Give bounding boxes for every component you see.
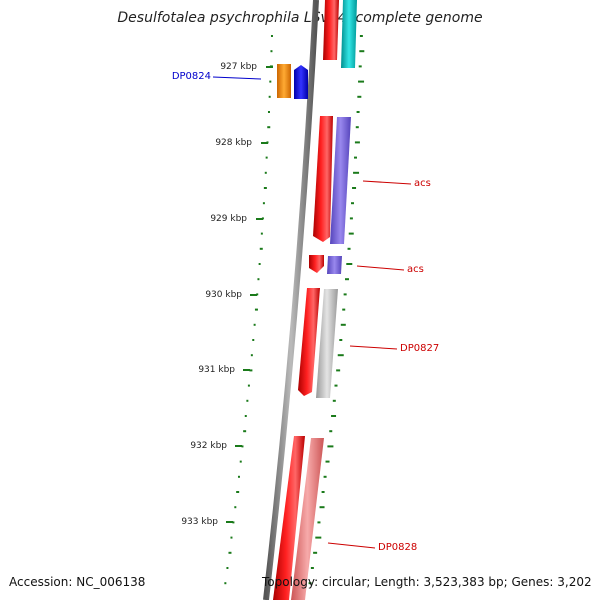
ruler-label-933: 933 kbp: [181, 517, 218, 527]
cog-feature-top-teal[interactable]: [341, 0, 357, 68]
label-connector-dp0828: [327, 542, 376, 549]
ruler-label-931: 931 kbp: [198, 365, 235, 375]
cog-feature-acs-2-purple[interactable]: [327, 256, 342, 274]
cog-feature-dp0824-orange[interactable]: [277, 64, 291, 98]
label-connector-dp0824: [212, 76, 262, 80]
feature-label-dp0824[interactable]: DP0824: [172, 71, 211, 82]
ruler-label-927: 927 kbp: [220, 62, 257, 72]
outer-gc-dots: [224, 35, 273, 585]
cds-feature-acs-1[interactable]: [313, 116, 333, 242]
cog-feature-dp0827-gray[interactable]: [316, 289, 338, 398]
genome-backbone: [263, 0, 319, 600]
cds-feature-dp0824-blue[interactable]: [294, 65, 308, 99]
ruler-label-930: 930 kbp: [205, 290, 242, 300]
topology-text: Topology: circular; Length: 3,523,383 bp…: [262, 575, 592, 589]
cds-feature-acs-2[interactable]: [309, 255, 324, 273]
ruler-label-929: 929 kbp: [210, 214, 247, 224]
accession-text: Accession: NC_006138: [9, 575, 146, 589]
map-title: Desulfotalea psychrophila LSv54, complet…: [117, 10, 483, 26]
cds-feature-dp0827[interactable]: [298, 288, 320, 396]
feature-label-acs-1[interactable]: acs: [414, 178, 431, 189]
cds-feature-dp0828[interactable]: [273, 436, 305, 600]
ruler-label-928: 928 kbp: [215, 138, 252, 148]
feature-label-acs-2[interactable]: acs: [407, 264, 424, 275]
label-connector-acs-2: [356, 265, 405, 271]
label-connector-acs-1: [362, 180, 412, 185]
ruler: 927 kbp 928 kbp 929 kbp 930 kbp 931 kbp …: [181, 62, 273, 527]
feature-label-dp0828[interactable]: DP0828: [378, 542, 417, 553]
feature-label-dp0827[interactable]: DP0827: [400, 343, 439, 354]
ruler-label-932: 932 kbp: [190, 441, 227, 451]
cog-feature-acs-1-purple[interactable]: [330, 117, 351, 244]
inner-gc-dots: [308, 35, 365, 585]
cog-feature-dp0828-pink[interactable]: [291, 438, 324, 600]
label-connector-dp0827: [349, 345, 398, 350]
cds-feature-top[interactable]: [323, 0, 339, 60]
